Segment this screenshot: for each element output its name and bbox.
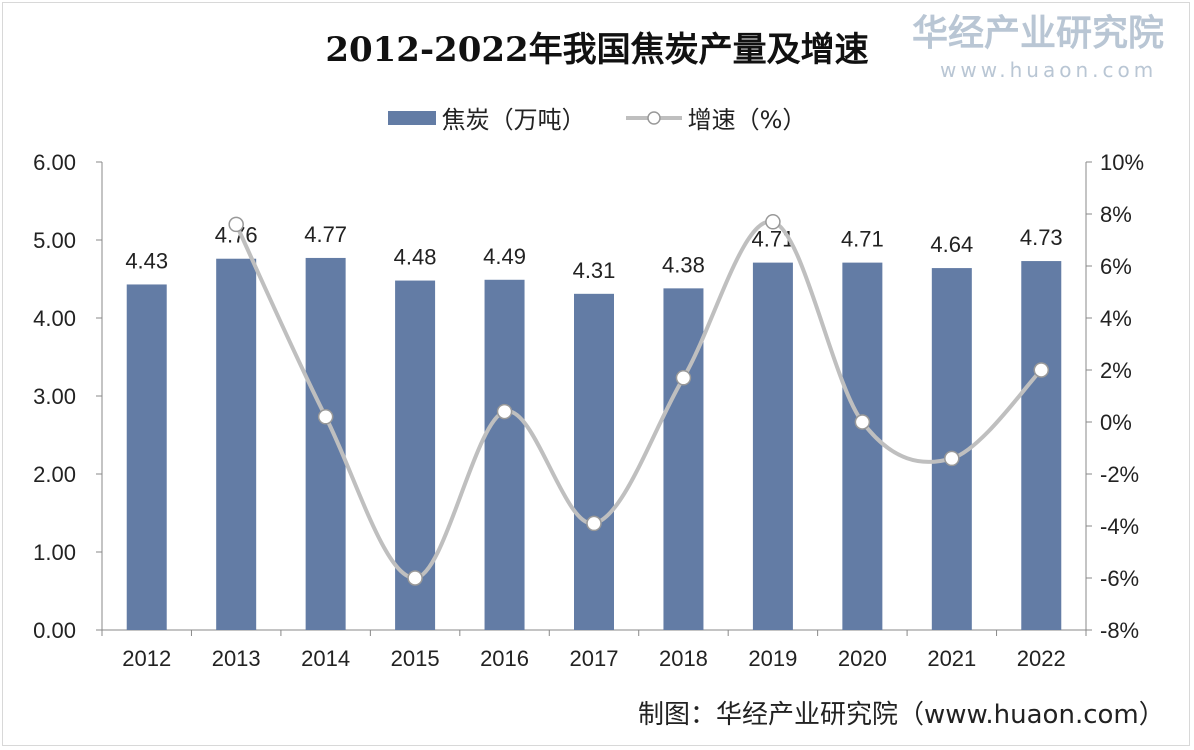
bar	[842, 262, 883, 630]
right-tick-label: 10%	[1100, 150, 1144, 175]
x-tick-label: 2012	[122, 646, 171, 671]
left-tick-label: 6.00	[33, 150, 76, 175]
x-tick-label: 2017	[570, 646, 619, 671]
right-tick-label: -6%	[1100, 566, 1139, 591]
x-tick-label: 2018	[659, 646, 708, 671]
bar	[216, 258, 257, 630]
legend-label: 增速（%）	[687, 106, 807, 134]
growth-point	[496, 403, 513, 420]
x-tick-label: 2019	[748, 646, 797, 671]
x-tick-label: 2022	[1017, 646, 1066, 671]
growth-point	[944, 450, 960, 467]
right-tick-label: 0%	[1100, 410, 1132, 435]
growth-point	[407, 570, 423, 586]
right-tick-label: -2%	[1100, 462, 1139, 487]
legend-bar-swatch	[387, 110, 436, 125]
bar-data-label: 4.49	[483, 244, 526, 269]
growth-point	[1033, 362, 1050, 378]
right-tick-label: -8%	[1100, 618, 1139, 643]
watermark-url: www.huaon.com	[940, 58, 1158, 82]
right-tick-label: 2%	[1100, 358, 1132, 383]
left-tick-label: 2.00	[33, 462, 76, 487]
growth-point	[854, 414, 871, 430]
left-tick-label: 5.00	[33, 228, 76, 253]
legend-item-line: 增速（%）	[625, 100, 807, 135]
x-tick-label: 2013	[212, 646, 261, 671]
legend-item-bar: 焦炭（万吨）	[387, 100, 586, 135]
bar-data-label: 4.64	[930, 232, 973, 257]
bar-data-label: 4.31	[573, 258, 616, 283]
growth-point	[586, 515, 602, 532]
left-tick-label: 0.00	[33, 618, 76, 643]
bar-data-label: 4.71	[841, 227, 884, 252]
legend: 焦炭（万吨） 增速（%）	[0, 100, 1194, 135]
x-tick-label: 2016	[480, 646, 529, 671]
watermark-logo: 华经产业研究院	[912, 13, 1165, 54]
x-tick-label: 2021	[927, 646, 976, 671]
left-tick-label: 1.00	[33, 540, 76, 565]
bar	[752, 262, 793, 630]
bar	[574, 293, 614, 630]
right-tick-label: 4%	[1100, 306, 1132, 331]
bar-data-label: 4.43	[125, 248, 168, 273]
left-tick-label: 4.00	[33, 306, 76, 331]
bar	[126, 284, 167, 630]
growth-point	[228, 216, 244, 233]
x-tick-label: 2014	[301, 646, 350, 671]
chart-credit: 制图：华经产业研究院（www.huaon.com）	[638, 700, 1165, 730]
bar	[931, 268, 972, 630]
right-tick-label: 8%	[1100, 202, 1132, 227]
bar-data-label: 4.48	[394, 245, 437, 270]
growth-point	[765, 214, 781, 230]
bar-data-label: 4.38	[662, 252, 705, 277]
legend-label: 焦炭（万吨）	[441, 106, 586, 134]
bar-data-label: 4.73	[1020, 225, 1063, 250]
growth-point	[317, 409, 334, 425]
growth-line	[234, 219, 1043, 581]
right-tick-label: 6%	[1100, 254, 1132, 279]
bar-data-label: 4.77	[304, 222, 347, 247]
right-tick-label: -4%	[1100, 514, 1139, 539]
legend-line-swatch	[625, 110, 682, 125]
growth-point	[675, 370, 692, 386]
left-tick-label: 3.00	[33, 384, 76, 409]
bar	[484, 279, 525, 630]
x-tick-label: 2015	[391, 646, 440, 671]
bar	[663, 288, 704, 630]
bar	[1021, 261, 1062, 630]
x-tick-label: 2020	[838, 646, 887, 671]
chart-title: 2012-2022年我国焦炭产量及增速	[325, 30, 869, 70]
